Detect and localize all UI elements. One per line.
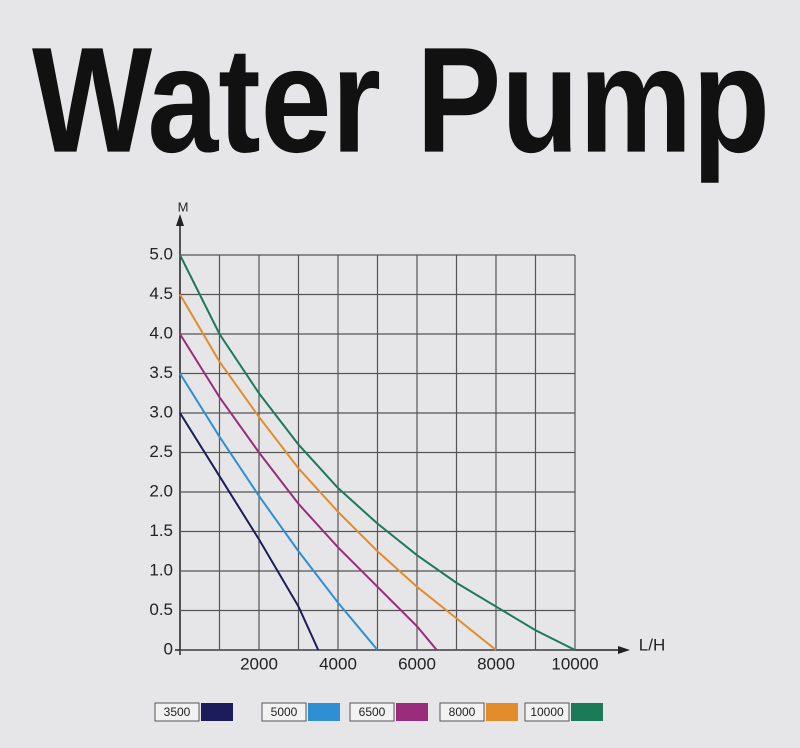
chart-title: Water Pump	[32, 16, 770, 184]
y-tick-label: 5.0	[149, 244, 173, 263]
series-line	[179, 412, 320, 651]
y-tick-label: 3.5	[149, 363, 173, 382]
series-line	[179, 333, 438, 651]
x-tick-label: 2000	[240, 654, 278, 673]
y-tick-label: 2.5	[149, 442, 173, 461]
legend-swatch	[201, 703, 233, 721]
y-tick-label: 1.5	[149, 521, 173, 540]
legend-label-box	[261, 702, 307, 722]
x-axis-label: L/H	[639, 635, 665, 654]
legend-label: 5000	[271, 705, 298, 719]
legend-label: 6500	[359, 705, 386, 719]
series-line	[179, 254, 576, 651]
x-tick-label: 4000	[319, 654, 357, 673]
legend-label: 8000	[449, 705, 476, 719]
y-tick-label: 2.0	[149, 481, 173, 500]
x-tick-label: 8000	[477, 654, 515, 673]
y-tick-label: 0.5	[149, 600, 173, 619]
series-line	[179, 372, 379, 651]
legend-label: 3500	[164, 705, 191, 719]
legend-label-box	[524, 702, 570, 722]
x-tick-label: 6000	[398, 654, 436, 673]
series-line	[179, 293, 497, 651]
legend-label-box	[349, 702, 395, 722]
y-tick-label: 0	[164, 639, 173, 658]
y-tick-label: 4.0	[149, 323, 173, 342]
y-tick-label: 1.0	[149, 560, 173, 579]
legend-swatch	[571, 703, 603, 721]
legend-swatch	[396, 703, 428, 721]
y-arrow	[176, 214, 184, 226]
legend-swatch	[308, 703, 340, 721]
legend-label-box	[439, 702, 485, 722]
legend-swatch	[486, 703, 518, 721]
y-tick-label: 3.0	[149, 402, 173, 421]
legend-label-box	[154, 702, 200, 722]
y-axis-label: M	[178, 199, 189, 214]
x-tick-label: 10000	[551, 654, 598, 673]
x-arrow	[618, 646, 630, 654]
legend-label: 10000	[530, 705, 564, 719]
y-tick-label: 4.5	[149, 284, 173, 303]
